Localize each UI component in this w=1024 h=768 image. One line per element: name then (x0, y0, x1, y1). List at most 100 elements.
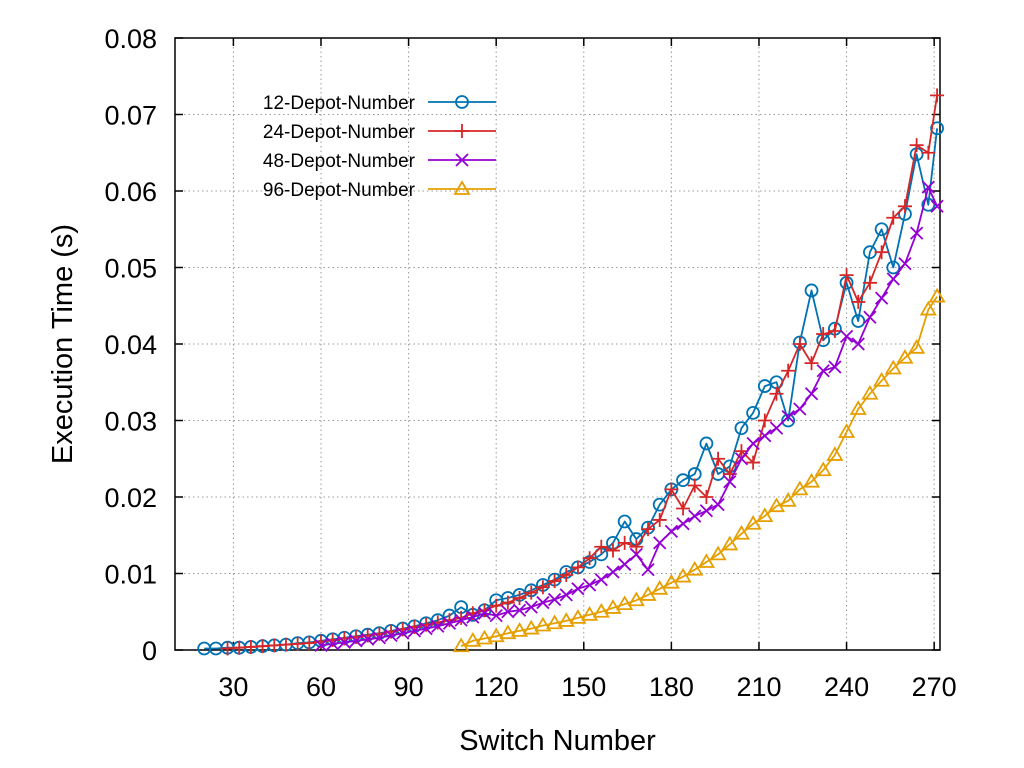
data-point (571, 582, 585, 596)
data-point (664, 482, 679, 497)
data-point (837, 423, 856, 438)
y-tick-label: 0.03 (104, 407, 157, 437)
legend-entry: 12-Depot-Number (263, 93, 496, 114)
data-point (802, 472, 821, 488)
data-point (816, 327, 831, 342)
data-point (594, 572, 608, 587)
data-point (454, 613, 468, 627)
data-point (384, 628, 398, 643)
data-point (557, 612, 575, 627)
data-point (569, 609, 587, 624)
legend-label: 96-Depot-Number (263, 180, 416, 201)
data-point (464, 632, 482, 647)
x-tick-label: 30 (218, 672, 248, 702)
data-point (499, 624, 517, 640)
data-point (431, 619, 445, 633)
data-point (746, 436, 760, 451)
data-point (477, 606, 492, 620)
data-point (676, 517, 690, 531)
data-point (510, 622, 529, 637)
data-point (826, 446, 844, 461)
data-point (606, 565, 620, 579)
legend-entry: 48-Depot-Number (263, 151, 496, 172)
y-tick-label: 0.07 (104, 101, 157, 131)
data-point (884, 359, 902, 375)
data-point (921, 145, 936, 160)
x-tick-label: 180 (649, 672, 694, 702)
data-point (594, 539, 609, 554)
data-point (536, 595, 550, 610)
data-point (452, 637, 470, 653)
data-point (746, 405, 761, 420)
data-point (618, 557, 632, 571)
data-point (629, 539, 644, 554)
data-point (863, 310, 877, 324)
data-point (524, 600, 538, 614)
data-point (839, 329, 854, 343)
series-96-depot-number (452, 287, 946, 653)
data-point (442, 613, 457, 628)
data-point (559, 568, 574, 583)
data-point (455, 124, 469, 138)
data-point (617, 514, 632, 529)
data-point (723, 475, 737, 489)
data-point (688, 509, 702, 523)
x-tick-label: 90 (394, 672, 424, 702)
data-point (897, 199, 912, 214)
data-point (699, 504, 714, 518)
data-point (849, 400, 867, 415)
data-point (559, 588, 573, 602)
data-point (652, 512, 667, 527)
data-point (582, 578, 597, 592)
data-point (617, 535, 632, 550)
axis-ticks: 0 0.01 0.02 0.03 0.04 0.05 0.06 0.07 0.08 30 60 90 1… (104, 24, 956, 702)
data-point (851, 294, 866, 309)
data-point (814, 461, 832, 477)
data-point (466, 610, 480, 624)
data-point (546, 614, 564, 630)
series-layer (197, 88, 946, 656)
data-point (454, 610, 469, 625)
x-tick-label: 240 (824, 672, 869, 702)
data-point (851, 314, 866, 328)
data-point (522, 619, 540, 635)
data-point (699, 436, 714, 451)
data-point (604, 599, 622, 614)
data-point (862, 275, 877, 290)
data-point (697, 553, 715, 568)
data-point (804, 387, 819, 401)
data-point (804, 283, 819, 298)
data-point (686, 560, 704, 576)
data-point (616, 595, 634, 610)
data-point (361, 632, 375, 646)
y-tick-label: 0.01 (104, 560, 157, 590)
data-point (781, 363, 796, 378)
data-point (326, 637, 340, 651)
data-point (535, 580, 550, 595)
data-point (910, 226, 924, 240)
data-point (442, 616, 457, 630)
data-point (314, 638, 328, 653)
data-point (861, 384, 879, 400)
data-point (757, 413, 772, 428)
data-point (487, 627, 505, 643)
data-point (627, 591, 645, 607)
legend-label: 12-Depot-Number (263, 93, 416, 114)
data-point (896, 348, 914, 364)
legend-label: 48-Depot-Number (263, 151, 416, 172)
x-tick-label: 210 (736, 672, 781, 702)
data-point (699, 490, 714, 504)
data-point (592, 602, 610, 618)
y-axis-title: Execution Time (s) (47, 224, 79, 464)
x-axis-title: Switch Number (459, 725, 656, 757)
x-tick-label: 120 (474, 672, 519, 702)
legend-label: 24-Depot-Number (263, 122, 416, 143)
data-point (909, 138, 924, 153)
data-point (792, 337, 807, 351)
data-point (804, 356, 819, 371)
data-point (930, 199, 944, 213)
data-point (582, 551, 597, 566)
data-point (816, 364, 830, 378)
data-point (629, 547, 643, 562)
data-point (828, 360, 842, 374)
